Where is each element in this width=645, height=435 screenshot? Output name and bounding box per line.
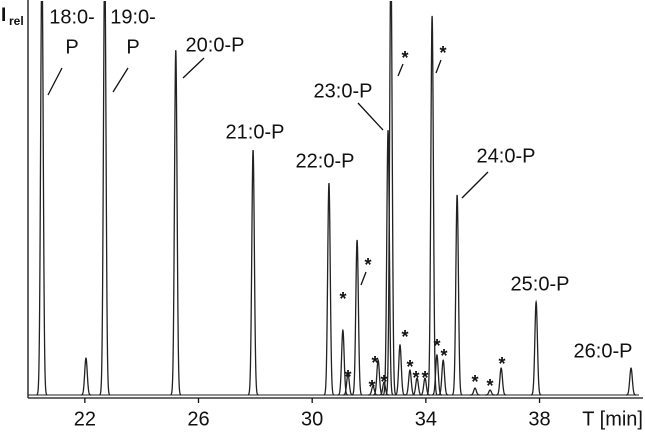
peak	[385, 1, 397, 396]
peak-marker: *	[440, 346, 447, 366]
peak	[323, 183, 335, 396]
peak	[438, 359, 449, 396]
peak-marker: *	[380, 372, 387, 392]
peak-marker: *	[471, 372, 478, 392]
peak	[351, 239, 363, 396]
peak	[247, 149, 259, 396]
trace	[28, 1, 639, 396]
peak	[625, 367, 637, 396]
peak-marker: *	[412, 368, 419, 388]
peak	[469, 387, 481, 396]
peak	[367, 385, 379, 396]
leader-line	[360, 271, 367, 286]
leader-line	[435, 59, 442, 74]
peak	[484, 389, 496, 396]
x-tick-label: 30	[301, 408, 323, 430]
peak	[36, 1, 48, 396]
peak	[170, 50, 182, 396]
y-axis-label: I	[1, 5, 6, 26]
peak-label: 19:0-	[110, 6, 156, 28]
peak-marker: *	[371, 353, 378, 373]
peak	[80, 357, 92, 396]
leader-line	[112, 67, 129, 93]
x-tick-label: 34	[415, 408, 437, 430]
peak	[337, 328, 349, 396]
peak-marker: *	[406, 357, 413, 377]
peak-label: 21:0-P	[226, 121, 285, 143]
y-axis-label-subscript: rel	[9, 14, 24, 28]
peak-marker: *	[433, 336, 440, 356]
peak-marker: *	[344, 367, 351, 387]
peak-marker: *	[421, 368, 428, 388]
peak	[378, 381, 390, 396]
peak-marker: *	[439, 43, 446, 63]
leader-line	[182, 57, 205, 79]
peak-marker: *	[498, 354, 505, 374]
peak-marker: *	[339, 289, 346, 309]
x-tick-label: 38	[528, 408, 550, 430]
peak	[451, 194, 463, 396]
peak-label: 18:0-	[49, 6, 95, 28]
peak-marker: *	[368, 377, 375, 397]
peak-label: 25:0-P	[511, 273, 570, 295]
peak	[382, 130, 394, 396]
leader-line	[397, 63, 404, 77]
peak-marker: *	[401, 48, 408, 68]
peak-label: 26:0-P	[574, 340, 633, 362]
peak	[530, 299, 542, 396]
peak-marker: *	[364, 255, 371, 275]
leader-line	[461, 171, 489, 199]
peak-label: P	[126, 36, 139, 58]
peak	[419, 377, 431, 396]
leader-line	[47, 67, 63, 96]
peak	[99, 1, 111, 396]
peak-marker: *	[401, 327, 408, 347]
peak-label: 22:0-P	[296, 150, 355, 172]
peak	[496, 367, 507, 396]
x-tick-label: 22	[74, 408, 96, 430]
peak	[342, 373, 354, 396]
leader-line	[357, 102, 384, 131]
x-tick-label: 26	[187, 408, 209, 430]
peak	[394, 343, 406, 396]
x-axis-label: T [min]	[582, 408, 643, 430]
peak-label: 23:0-P	[314, 80, 373, 102]
peak-label: 24:0-P	[477, 145, 536, 167]
peak-label: 20:0-P	[186, 34, 245, 56]
peak-label: P	[65, 36, 78, 58]
peak-marker: *	[486, 376, 493, 396]
